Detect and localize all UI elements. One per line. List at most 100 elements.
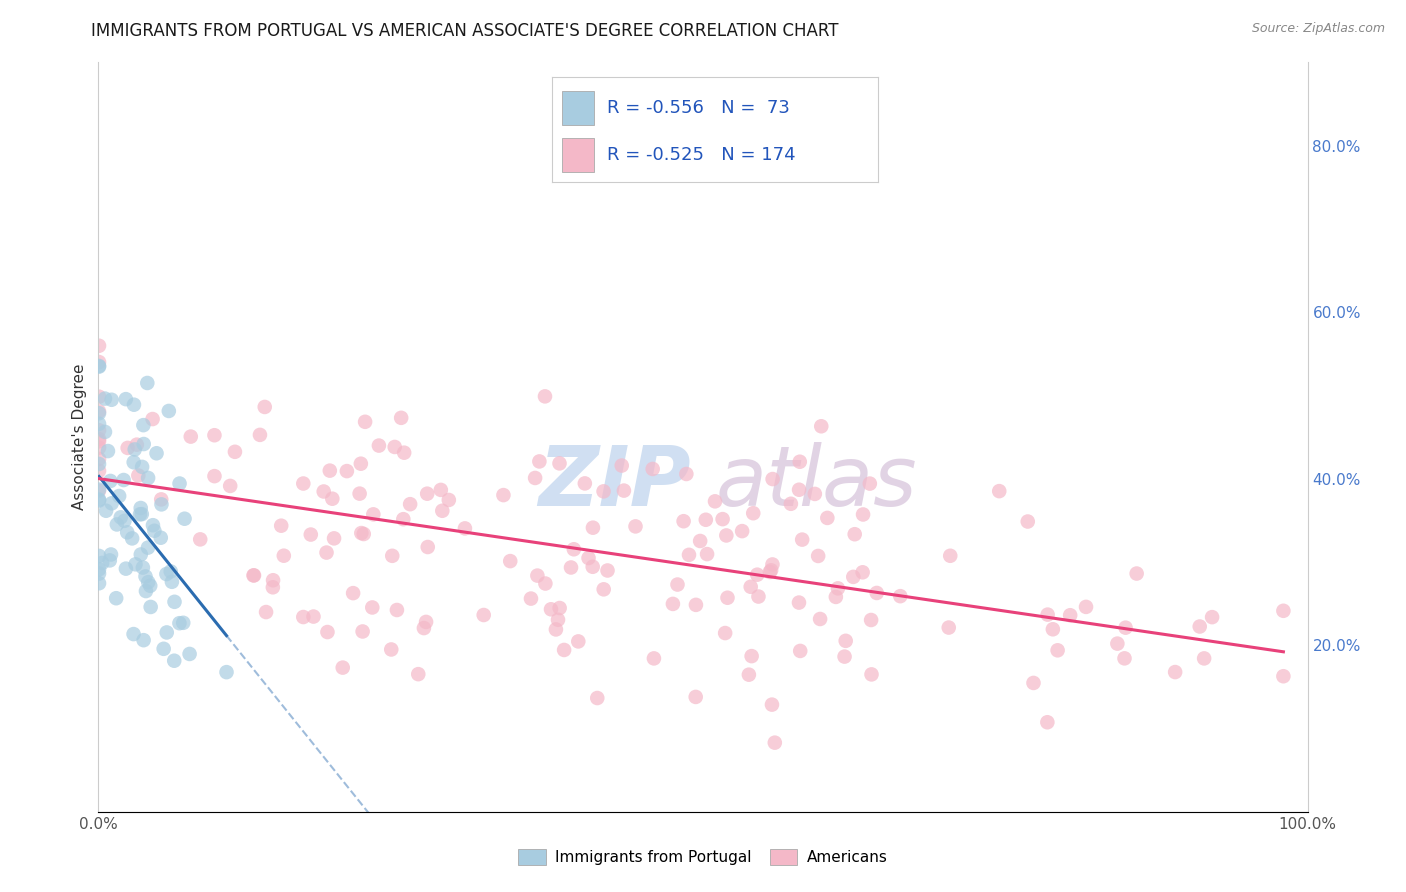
Point (87, 441, 110, 455)
Point (169, 616, 191, 631)
Point (759, 563, 782, 577)
Point (136, 471, 159, 485)
Point (132, 437, 155, 451)
Point (97, 444, 120, 458)
Point (149, 531, 172, 545)
Point (548, 601, 571, 615)
Point (939, 549, 962, 563)
Point (610, 458, 633, 473)
Point (139, 599, 162, 614)
Point (416, 540, 439, 554)
Point (242, 568, 264, 582)
Point (666, 577, 689, 591)
Point (100, 496, 122, 510)
Point (716, 528, 738, 542)
Point (1192, 651, 1215, 665)
Point (582, 559, 605, 574)
Point (215, 665, 238, 680)
Point (160, 574, 183, 589)
Point (129, 501, 152, 516)
Point (299, 527, 322, 541)
Point (747, 567, 769, 582)
Point (129, 508, 152, 522)
Point (562, 542, 585, 557)
Point (1114, 651, 1136, 665)
Point (544, 623, 567, 637)
Point (219, 479, 242, 493)
Point (392, 445, 415, 459)
Point (127, 468, 149, 483)
Point (87, 355, 110, 369)
Point (1272, 669, 1295, 683)
Point (860, 613, 883, 627)
Point (169, 476, 191, 491)
Point (163, 595, 186, 609)
Point (938, 621, 960, 635)
Point (350, 526, 373, 541)
Point (437, 493, 460, 508)
Point (354, 415, 377, 429)
Point (641, 462, 664, 476)
Point (852, 566, 875, 580)
Point (534, 389, 557, 403)
Point (336, 464, 359, 478)
Point (711, 512, 734, 526)
Point (134, 569, 156, 583)
Legend: Immigrants from Portugal, Americans: Immigrants from Portugal, Americans (512, 843, 894, 871)
Point (91, 556, 114, 570)
Point (789, 644, 811, 658)
Point (173, 512, 195, 526)
Point (406, 667, 429, 681)
Point (270, 518, 292, 533)
Point (586, 691, 609, 706)
Point (740, 580, 762, 594)
Point (135, 584, 157, 599)
Point (524, 471, 547, 485)
Point (262, 574, 284, 588)
Point (179, 647, 201, 661)
Point (132, 418, 155, 433)
Point (87, 339, 110, 353)
Point (132, 560, 155, 574)
Point (114, 392, 136, 406)
Point (112, 473, 135, 487)
Point (672, 514, 695, 528)
Point (129, 548, 152, 562)
Point (889, 589, 911, 603)
Point (804, 487, 827, 501)
Point (1272, 604, 1295, 618)
Point (262, 580, 284, 594)
Point (596, 564, 619, 578)
Point (150, 497, 173, 511)
Point (1188, 619, 1211, 633)
Point (704, 494, 727, 508)
Point (87, 493, 110, 508)
Point (1074, 599, 1097, 614)
Point (254, 605, 277, 619)
Point (132, 633, 155, 648)
Point (361, 600, 384, 615)
Point (553, 643, 575, 657)
Point (204, 428, 226, 442)
Point (87, 423, 110, 437)
Text: IMMIGRANTS FROM PORTUGAL VS AMERICAN ASSOCIATE'S DEGREE CORRELATION CHART: IMMIGRANTS FROM PORTUGAL VS AMERICAN ASS… (91, 22, 839, 40)
Point (842, 570, 865, 584)
Point (412, 621, 434, 635)
Point (142, 412, 165, 426)
Point (1036, 715, 1059, 730)
Point (416, 486, 439, 500)
Point (988, 484, 1011, 499)
Point (807, 549, 830, 563)
Point (321, 491, 343, 506)
Point (188, 533, 211, 547)
Point (156, 625, 179, 640)
Point (105, 591, 128, 606)
Point (520, 591, 543, 606)
Point (316, 625, 339, 640)
Point (742, 506, 765, 520)
Point (323, 532, 346, 546)
Text: ZIP: ZIP (538, 442, 690, 523)
Point (87, 417, 110, 431)
Point (578, 551, 600, 566)
Point (98, 553, 121, 567)
